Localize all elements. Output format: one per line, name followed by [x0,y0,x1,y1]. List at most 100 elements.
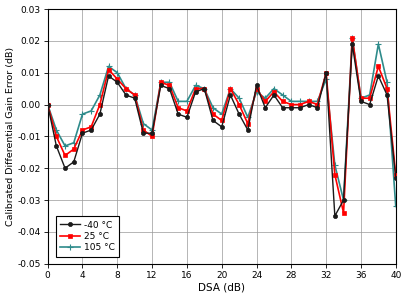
-40 °C [271,93,276,97]
105 °C [97,93,102,97]
25 °C [219,119,224,122]
25 °C [80,128,85,132]
105 °C [324,77,328,81]
25 °C [158,80,163,84]
-40 °C [167,87,172,90]
-40 °C [89,128,94,132]
25 °C [280,100,285,103]
105 °C [106,65,111,68]
105 °C [359,96,363,100]
-40 °C [306,103,311,106]
105 °C [315,100,320,103]
105 °C [193,84,198,87]
105 °C [376,42,381,46]
-40 °C [254,84,259,87]
-40 °C [193,90,198,94]
X-axis label: DSA (dB): DSA (dB) [198,283,245,292]
25 °C [150,135,155,138]
105 °C [141,122,146,125]
25 °C [124,87,129,90]
25 °C [315,103,320,106]
-40 °C [54,144,59,148]
-40 °C [385,93,389,97]
Line: 25 °C: 25 °C [46,36,398,215]
105 °C [71,141,76,145]
25 °C [106,68,111,71]
105 °C [54,128,59,132]
25 °C [298,103,302,106]
25 °C [54,135,59,138]
25 °C [63,154,68,157]
25 °C [271,90,276,94]
-40 °C [141,131,146,135]
105 °C [184,100,189,103]
105 °C [333,163,337,167]
25 °C [115,77,120,81]
25 °C [210,112,215,116]
-40 °C [350,42,354,46]
25 °C [71,147,76,151]
105 °C [350,36,354,40]
105 °C [298,100,302,103]
25 °C [376,65,381,68]
105 °C [280,93,285,97]
105 °C [367,93,372,97]
-40 °C [359,100,363,103]
Legend: -40 °C, 25 °C, 105 °C: -40 °C, 25 °C, 105 °C [56,216,119,257]
25 °C [236,103,241,106]
105 °C [341,198,346,202]
-40 °C [150,131,155,135]
-40 °C [176,112,181,116]
-40 °C [71,160,76,164]
105 °C [263,96,268,100]
-40 °C [45,103,50,106]
-40 °C [63,167,68,170]
25 °C [254,87,259,90]
25 °C [167,84,172,87]
-40 °C [80,131,85,135]
25 °C [263,100,268,103]
105 °C [245,116,250,119]
-40 °C [184,116,189,119]
-40 °C [202,87,207,90]
105 °C [306,100,311,103]
105 °C [132,93,137,97]
-40 °C [210,119,215,122]
-40 °C [289,106,294,110]
-40 °C [315,106,320,110]
-40 °C [367,103,372,106]
-40 °C [228,93,233,97]
105 °C [89,109,94,113]
105 °C [158,80,163,84]
-40 °C [376,74,381,78]
Line: -40 °C: -40 °C [46,42,398,218]
-40 °C [219,125,224,129]
-40 °C [298,106,302,110]
25 °C [89,125,94,129]
25 °C [333,173,337,176]
25 °C [385,87,389,90]
25 °C [45,103,50,106]
105 °C [236,96,241,100]
105 °C [289,100,294,103]
105 °C [271,87,276,90]
25 °C [324,71,328,74]
-40 °C [97,112,102,116]
105 °C [393,205,398,208]
25 °C [202,87,207,90]
-40 °C [324,71,328,74]
-40 °C [124,93,129,97]
105 °C [45,103,50,106]
-40 °C [158,84,163,87]
-40 °C [393,176,398,180]
105 °C [219,112,224,116]
-40 °C [106,74,111,78]
25 °C [228,87,233,90]
-40 °C [333,214,337,218]
25 °C [306,100,311,103]
Line: 105 °C: 105 °C [44,34,399,210]
-40 °C [280,106,285,110]
105 °C [150,128,155,132]
105 °C [210,106,215,110]
105 °C [80,112,85,116]
